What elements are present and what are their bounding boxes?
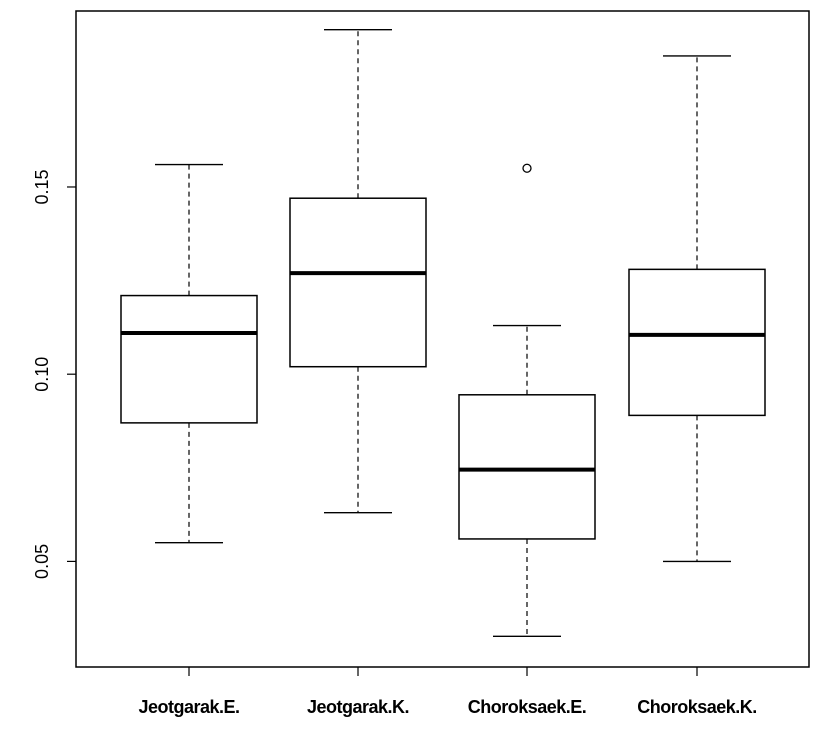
box-group xyxy=(628,55,766,563)
x-tick-label: Choroksaek.E. xyxy=(468,697,587,717)
boxes xyxy=(120,29,766,637)
box-group xyxy=(289,29,427,514)
iqr-box xyxy=(289,197,427,368)
plot-frame xyxy=(75,10,810,668)
iqr-box xyxy=(628,268,766,417)
x-tick-label: Jeotgarak.E. xyxy=(138,697,239,717)
box-group xyxy=(120,163,258,544)
y-tick-label: 0.15 xyxy=(32,169,52,204)
y-tick-label: 0.05 xyxy=(32,544,52,579)
y-tick-label: 0.10 xyxy=(32,357,52,392)
x-tick-label: Choroksaek.K. xyxy=(637,697,757,717)
outlier-point xyxy=(522,163,532,173)
x-tick-label: Jeotgarak.K. xyxy=(307,697,409,717)
iqr-box xyxy=(120,294,258,424)
box-group xyxy=(458,163,596,637)
iqr-box xyxy=(458,394,596,540)
x-axis: Jeotgarak.E. Jeotgarak.K. Choroksaek.E. Cho… xyxy=(138,667,757,717)
y-axis: 0.05 0.10 0.15 xyxy=(32,169,76,579)
